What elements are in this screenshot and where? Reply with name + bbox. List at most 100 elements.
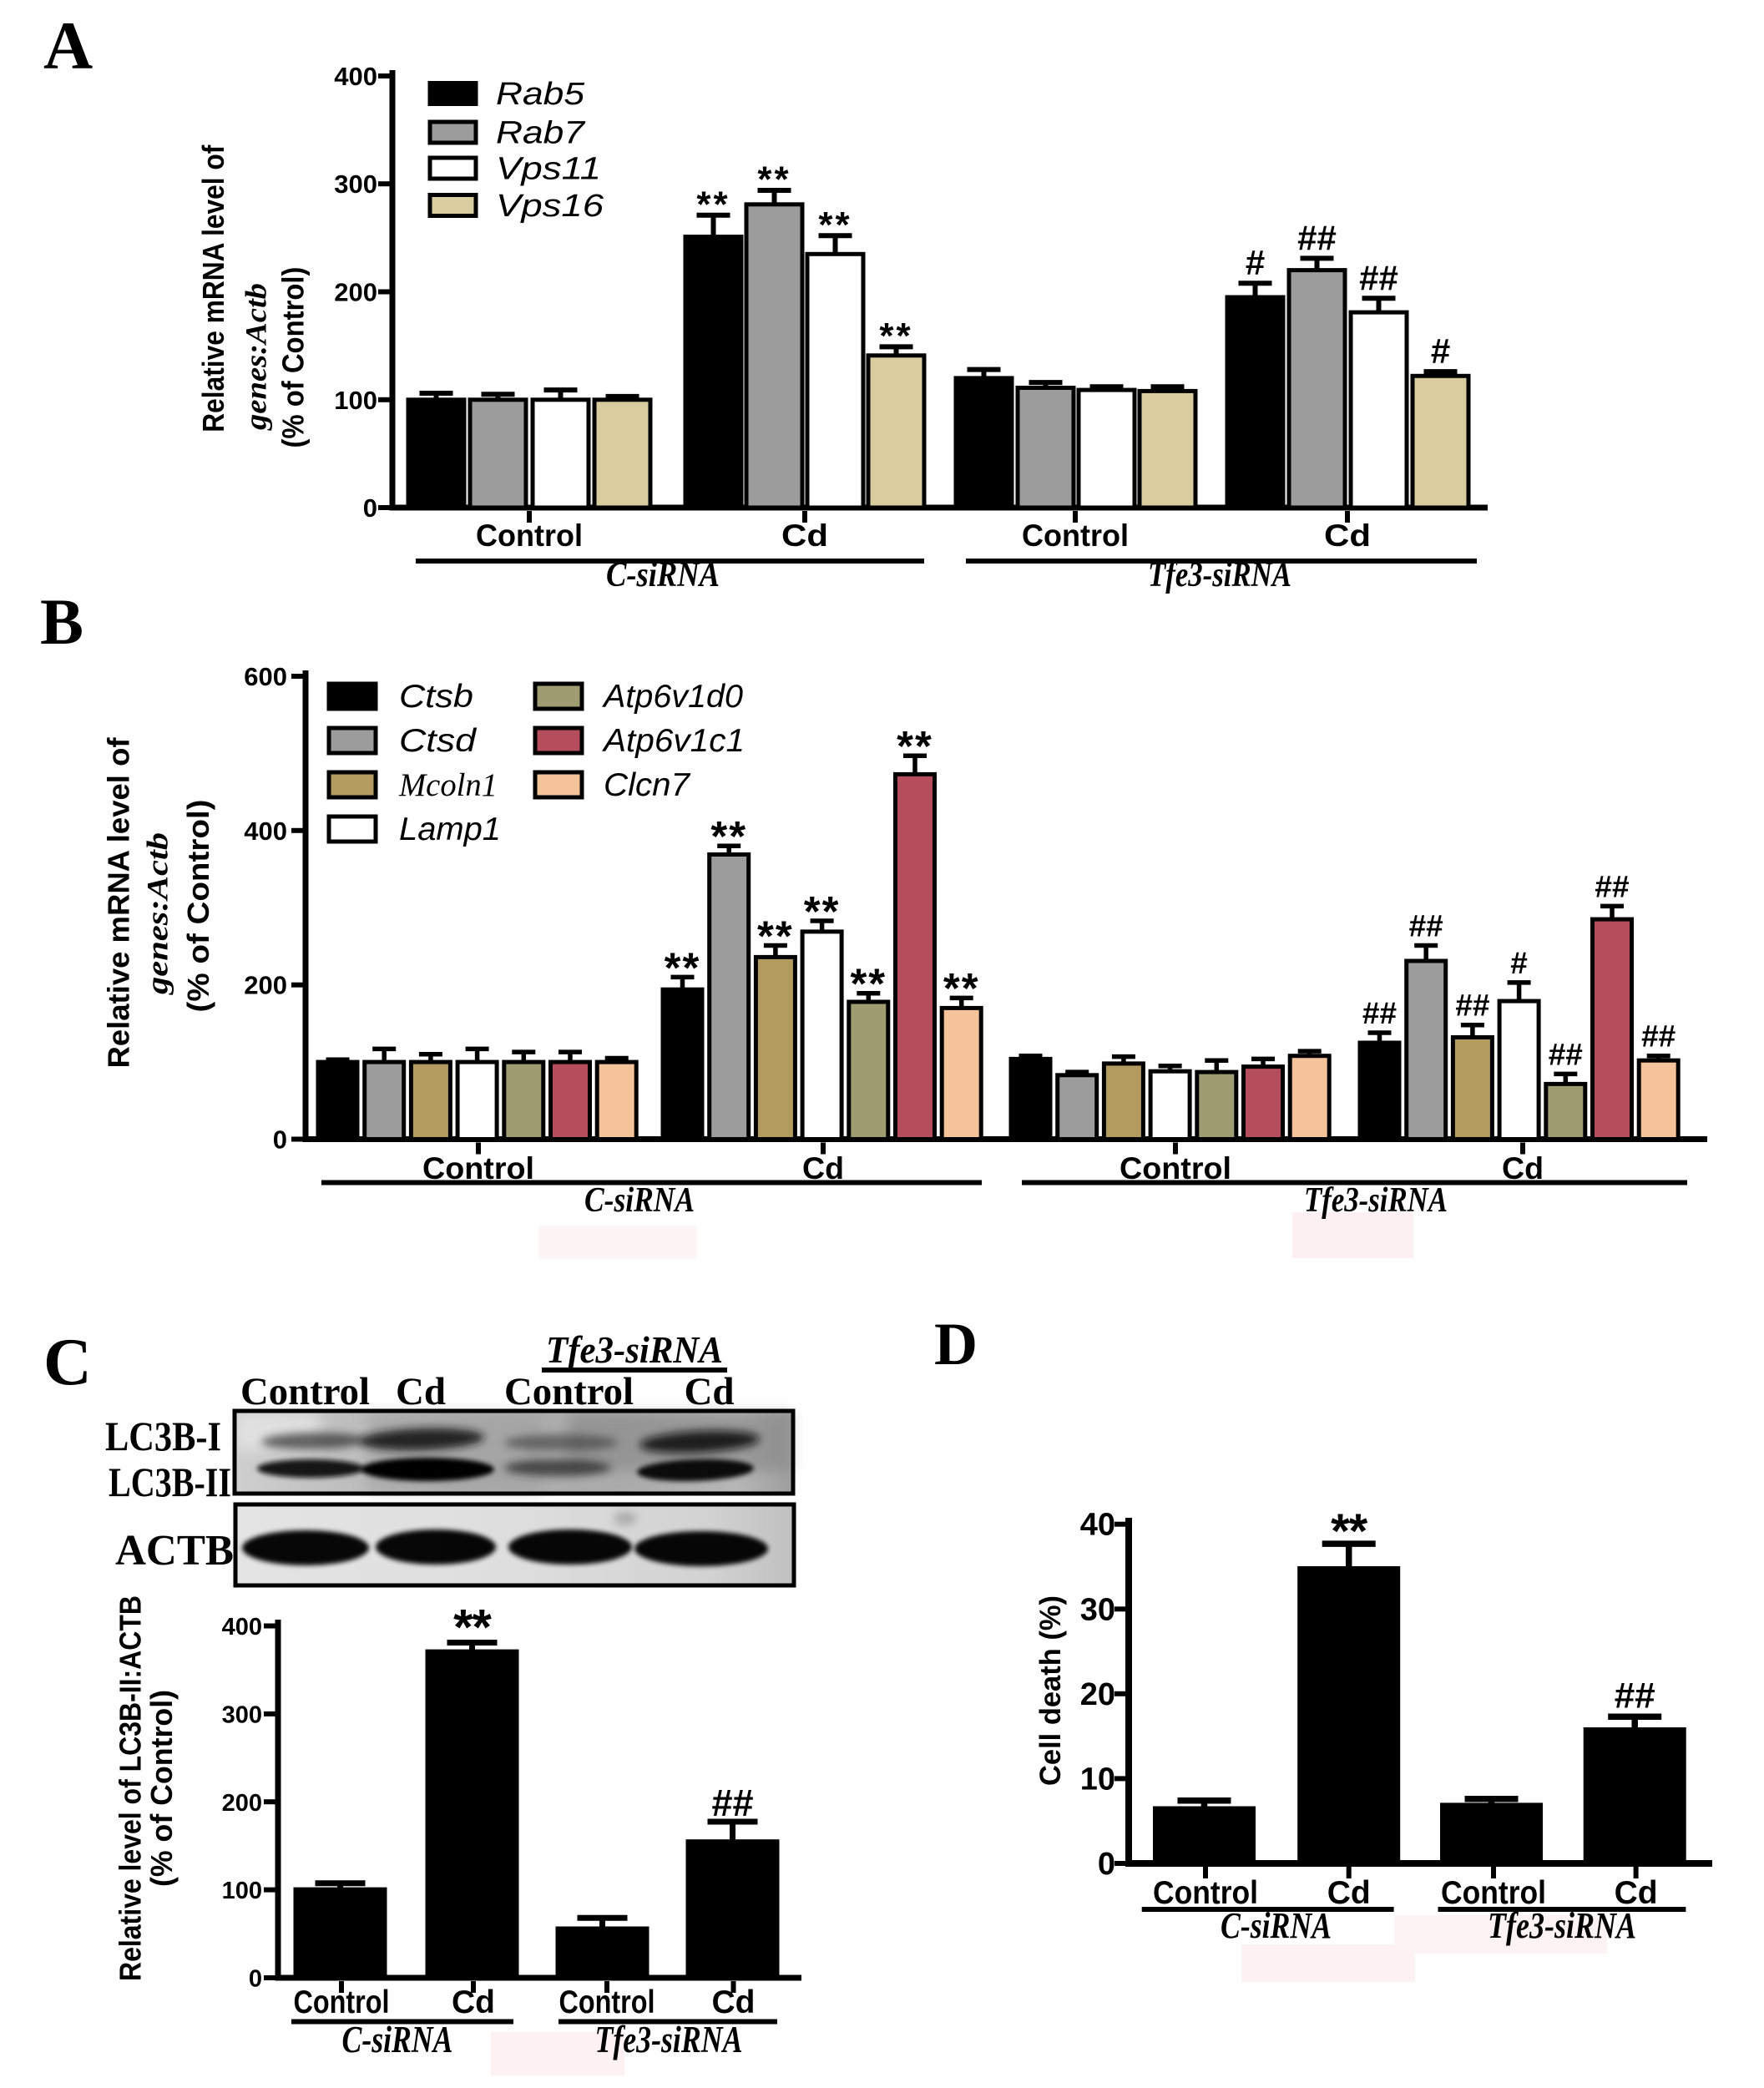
svg-text:**: ** bbox=[1331, 1504, 1368, 1559]
svg-text:Clcn7: Clcn7 bbox=[604, 767, 690, 803]
svg-text:**: ** bbox=[757, 912, 794, 959]
svg-text:**: ** bbox=[696, 184, 730, 225]
svg-text:300: 300 bbox=[334, 169, 377, 199]
svg-text:400: 400 bbox=[244, 816, 287, 846]
svg-text:C-siRNA: C-siRNA bbox=[342, 2019, 453, 2060]
svg-text:10: 10 bbox=[1080, 1762, 1115, 1797]
svg-text:Tfe3-siRNA: Tfe3-siRNA bbox=[1488, 1905, 1636, 1946]
svg-text:**: ** bbox=[453, 1599, 492, 1655]
svg-text:LC3B-II: LC3B-II bbox=[109, 1459, 231, 1505]
svg-text:LC3B-I: LC3B-I bbox=[105, 1413, 221, 1459]
svg-text:##: ## bbox=[711, 1782, 753, 1824]
svg-text:Control: Control bbox=[1120, 1151, 1231, 1186]
svg-text:**: ** bbox=[804, 887, 841, 935]
svg-text:#: # bbox=[1510, 946, 1528, 980]
svg-text:Cd: Cd bbox=[781, 518, 828, 553]
svg-text:200: 200 bbox=[244, 971, 287, 1000]
svg-text:Vps11: Vps11 bbox=[496, 152, 601, 187]
svg-text:**: ** bbox=[665, 943, 701, 991]
svg-text:Control: Control bbox=[422, 1151, 534, 1186]
svg-text:Cd: Cd bbox=[452, 1984, 495, 2020]
svg-text:**: ** bbox=[850, 960, 887, 1008]
svg-text:Ctsb: Ctsb bbox=[399, 679, 473, 715]
svg-text:0: 0 bbox=[249, 1966, 262, 1993]
svg-text:##: ## bbox=[1297, 218, 1337, 257]
svg-text:600: 600 bbox=[244, 662, 287, 691]
svg-text:0: 0 bbox=[273, 1125, 287, 1155]
svg-text:B: B bbox=[40, 585, 83, 658]
svg-text:(% of Control): (% of Control) bbox=[144, 1690, 179, 1887]
svg-text:**: ** bbox=[897, 722, 933, 770]
svg-text:Tfe3-siRNA: Tfe3-siRNA bbox=[595, 2019, 743, 2060]
svg-text:genes:Actb: genes:Actb bbox=[140, 832, 174, 995]
svg-text:Control: Control bbox=[1153, 1875, 1258, 1911]
svg-text:C-siRNA: C-siRNA bbox=[584, 1181, 695, 1220]
svg-text:Cell death (%): Cell death (%) bbox=[1034, 1595, 1067, 1786]
svg-text:(% of Control): (% of Control) bbox=[276, 267, 311, 448]
svg-text:0: 0 bbox=[363, 493, 377, 523]
svg-text:C-siRNA: C-siRNA bbox=[1221, 1905, 1332, 1946]
svg-text:##: ## bbox=[1549, 1037, 1583, 1071]
svg-text:**: ** bbox=[879, 316, 912, 356]
svg-text:Atp6v1d0: Atp6v1d0 bbox=[602, 679, 743, 715]
svg-text:Ctsd: Ctsd bbox=[399, 723, 477, 759]
svg-text:400: 400 bbox=[222, 1614, 262, 1641]
svg-text:Lamp1: Lamp1 bbox=[399, 811, 501, 847]
svg-text:##: ## bbox=[1362, 996, 1397, 1030]
svg-text:200: 200 bbox=[334, 278, 377, 307]
svg-text:Control: Control bbox=[476, 518, 583, 553]
svg-text:##: ## bbox=[1595, 869, 1629, 903]
svg-text:Cd: Cd bbox=[1327, 1875, 1371, 1911]
svg-text:Cd: Cd bbox=[1324, 518, 1371, 553]
svg-text:Control: Control bbox=[240, 1370, 370, 1413]
svg-text:Control: Control bbox=[294, 1984, 390, 2020]
svg-text:##: ## bbox=[1359, 258, 1398, 297]
svg-text:Cd: Cd bbox=[802, 1151, 844, 1186]
svg-text:Tfe3-siRNA: Tfe3-siRNA bbox=[546, 1328, 723, 1371]
svg-text:Control: Control bbox=[1441, 1875, 1546, 1911]
svg-text:40: 40 bbox=[1080, 1508, 1115, 1543]
svg-text:Relative level of LC3B-II:ACTB: Relative level of LC3B-II:ACTB bbox=[114, 1595, 148, 1981]
svg-text:Cd: Cd bbox=[1502, 1151, 1544, 1186]
svg-text:C: C bbox=[43, 1326, 92, 1399]
svg-text:Control: Control bbox=[559, 1984, 655, 2020]
svg-text:100: 100 bbox=[222, 1878, 262, 1904]
svg-text:##: ## bbox=[1615, 1675, 1655, 1716]
svg-text:Atp6v1c1: Atp6v1c1 bbox=[602, 723, 745, 759]
svg-text:200: 200 bbox=[222, 1790, 262, 1817]
svg-text:ACTB: ACTB bbox=[115, 1527, 234, 1575]
svg-text:30: 30 bbox=[1080, 1592, 1115, 1627]
svg-text:Cd: Cd bbox=[684, 1370, 734, 1413]
svg-text:100: 100 bbox=[334, 386, 377, 415]
svg-text:##: ## bbox=[1641, 1019, 1676, 1054]
svg-text:Cd: Cd bbox=[396, 1370, 446, 1413]
svg-text:Rab7: Rab7 bbox=[496, 116, 586, 151]
svg-text:Relative mRNA level of: Relative mRNA level of bbox=[102, 736, 136, 1068]
svg-text:##: ## bbox=[1455, 988, 1489, 1023]
svg-text:400: 400 bbox=[334, 62, 377, 91]
svg-text:**: ** bbox=[818, 205, 852, 245]
svg-text:0: 0 bbox=[1098, 1847, 1115, 1882]
svg-text:D: D bbox=[934, 1311, 978, 1378]
svg-text:Control: Control bbox=[504, 1370, 634, 1413]
svg-text:(% of Control): (% of Control) bbox=[181, 800, 215, 1013]
svg-text:**: ** bbox=[757, 159, 791, 200]
svg-text:**: ** bbox=[943, 964, 980, 1012]
svg-text:#: # bbox=[1431, 331, 1450, 371]
svg-text:300: 300 bbox=[222, 1701, 262, 1728]
svg-text:Tfe3-siRNA: Tfe3-siRNA bbox=[1304, 1181, 1448, 1220]
svg-text:Tfe3-siRNA: Tfe3-siRNA bbox=[1148, 556, 1291, 594]
svg-text:**: ** bbox=[710, 812, 747, 860]
svg-text:Vps16: Vps16 bbox=[496, 189, 604, 224]
svg-text:Mcoln1: Mcoln1 bbox=[398, 767, 498, 803]
svg-text:genes:Actb: genes:Actb bbox=[240, 283, 273, 431]
svg-text:Relative mRNA level of: Relative mRNA level of bbox=[196, 144, 230, 432]
svg-text:20: 20 bbox=[1080, 1677, 1115, 1712]
svg-text:A: A bbox=[43, 8, 93, 83]
svg-text:Cd: Cd bbox=[1615, 1875, 1658, 1911]
svg-text:Cd: Cd bbox=[712, 1984, 756, 2020]
svg-text:Control: Control bbox=[1022, 518, 1129, 553]
svg-text:##: ## bbox=[1409, 909, 1443, 943]
svg-text:Rab5: Rab5 bbox=[496, 77, 585, 112]
svg-text:#: # bbox=[1246, 243, 1265, 282]
